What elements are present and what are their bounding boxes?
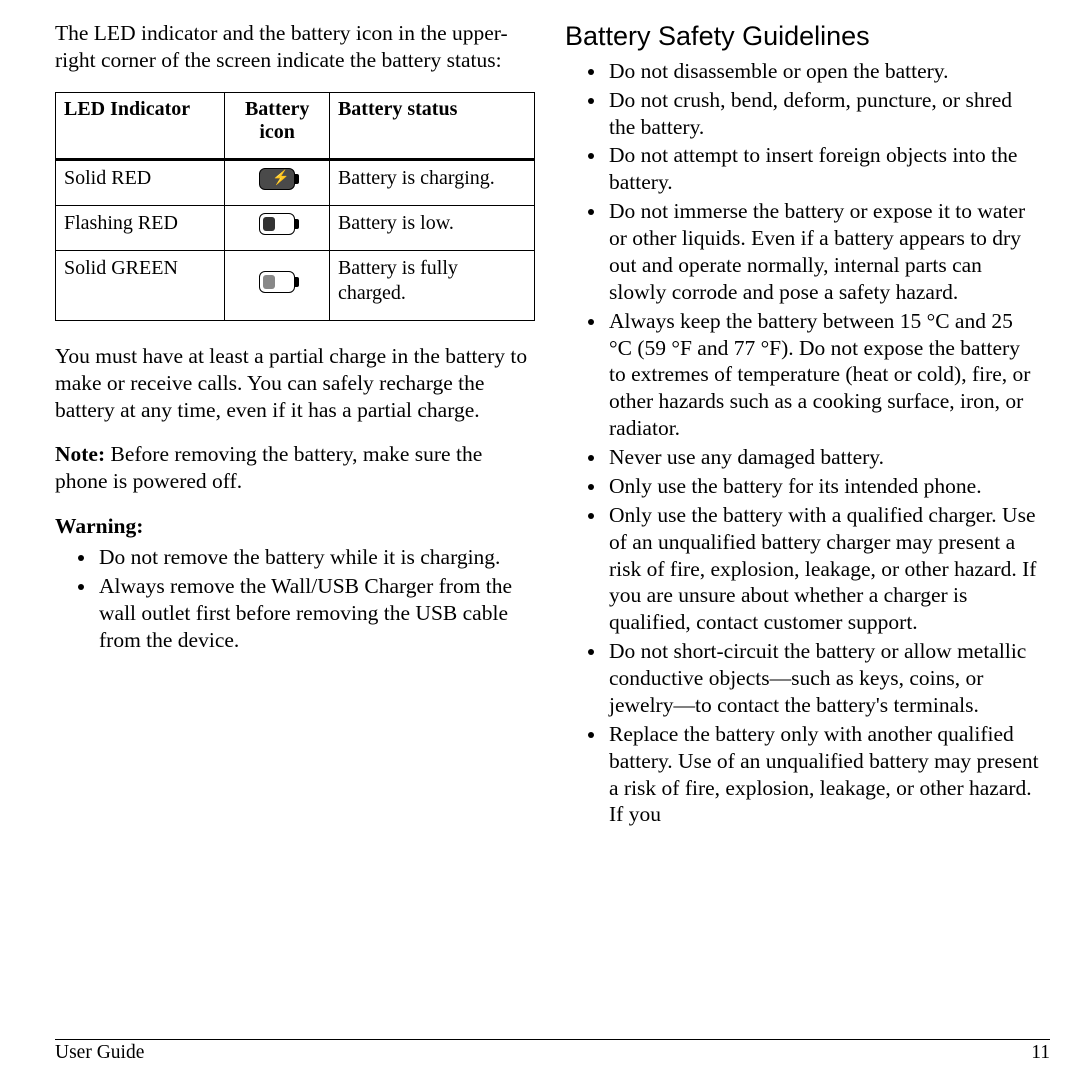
left-column: The LED indicator and the battery icon i… bbox=[55, 20, 535, 838]
columns: The LED indicator and the battery icon i… bbox=[55, 20, 1040, 838]
list-item: Only use the battery for its intended ph… bbox=[607, 473, 1040, 500]
cell-led: Solid GREEN bbox=[56, 250, 225, 320]
guidelines-list: Do not disassemble or open the battery. … bbox=[565, 58, 1040, 829]
list-item: Never use any damaged battery. bbox=[607, 444, 1040, 471]
header-icon: Battery icon bbox=[225, 92, 330, 159]
guidelines-heading: Battery Safety Guidelines bbox=[565, 20, 1040, 54]
header-status: Battery status bbox=[329, 92, 534, 159]
led-status-table: LED Indicator Battery icon Battery statu… bbox=[55, 92, 535, 321]
cell-led: Flashing RED bbox=[56, 205, 225, 250]
cell-icon bbox=[225, 250, 330, 320]
page: The LED indicator and the battery icon i… bbox=[0, 0, 1080, 1080]
right-column: Battery Safety Guidelines Do not disasse… bbox=[565, 20, 1040, 838]
list-item: Always remove the Wall/USB Charger from … bbox=[97, 573, 535, 654]
table-row: Solid GREEN Battery is fully charged. bbox=[56, 250, 535, 320]
table-row: Solid RED ⚡ Battery is charging. bbox=[56, 159, 535, 205]
list-item: Do not immerse the battery or expose it … bbox=[607, 198, 1040, 306]
list-item: Do not attempt to insert foreign objects… bbox=[607, 142, 1040, 196]
list-item: Always keep the battery between 15 °C an… bbox=[607, 308, 1040, 442]
page-footer: User Guide 11 bbox=[55, 1039, 1050, 1064]
cell-icon bbox=[225, 205, 330, 250]
battery-charging-icon: ⚡ bbox=[259, 166, 295, 191]
table-header-row: LED Indicator Battery icon Battery statu… bbox=[56, 92, 535, 159]
cell-status: Battery is charging. bbox=[329, 159, 534, 205]
list-item: Do not short-circuit the battery or allo… bbox=[607, 638, 1040, 719]
table-row: Flashing RED Battery is low. bbox=[56, 205, 535, 250]
battery-low-icon bbox=[259, 211, 295, 236]
note-text: Before removing the battery, make sure t… bbox=[55, 442, 482, 493]
intro-paragraph: The LED indicator and the battery icon i… bbox=[55, 20, 535, 74]
cell-status: Battery is low. bbox=[329, 205, 534, 250]
list-item: Do not disassemble or open the battery. bbox=[607, 58, 1040, 85]
cell-icon: ⚡ bbox=[225, 159, 330, 205]
warning-list: Do not remove the battery while it is ch… bbox=[55, 544, 535, 654]
partial-charge-paragraph: You must have at least a partial charge … bbox=[55, 343, 535, 424]
list-item: Replace the battery only with another qu… bbox=[607, 721, 1040, 829]
page-number: 11 bbox=[1031, 1042, 1050, 1064]
list-item: Do not crush, bend, deform, puncture, or… bbox=[607, 87, 1040, 141]
cell-status: Battery is fully charged. bbox=[329, 250, 534, 320]
cell-led: Solid RED bbox=[56, 159, 225, 205]
header-led: LED Indicator bbox=[56, 92, 225, 159]
warning-heading: Warning: bbox=[55, 513, 535, 540]
footer-left: User Guide bbox=[55, 1042, 144, 1064]
list-item: Only use the battery with a qualified ch… bbox=[607, 502, 1040, 636]
note-paragraph: Note: Before removing the battery, make … bbox=[55, 441, 535, 495]
battery-full-icon bbox=[259, 268, 295, 293]
note-label: Note: bbox=[55, 442, 105, 466]
list-item: Do not remove the battery while it is ch… bbox=[97, 544, 535, 571]
